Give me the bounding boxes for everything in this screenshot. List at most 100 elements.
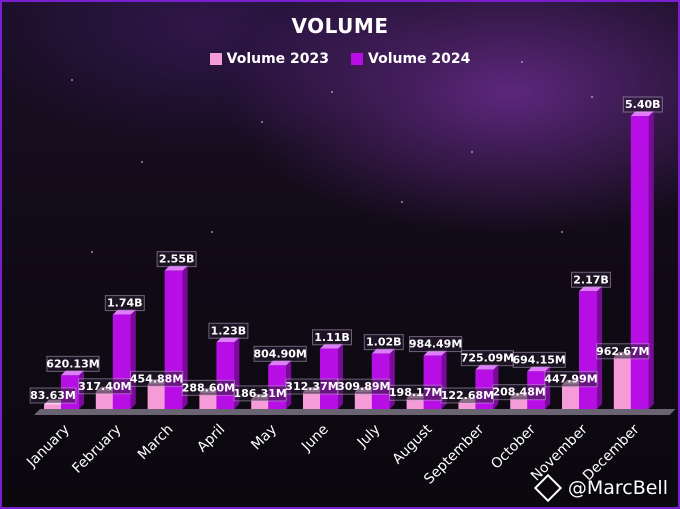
label-2024-december: 5.40B bbox=[622, 96, 663, 113]
bar-2023-may-face bbox=[251, 398, 270, 409]
background-star bbox=[591, 96, 593, 98]
label-2024-september-text: 725.09M bbox=[461, 352, 514, 365]
label-2024-december-box bbox=[622, 96, 663, 113]
bar-2024-august-top bbox=[423, 350, 447, 356]
bar-2024-june bbox=[320, 343, 343, 409]
background-star bbox=[91, 251, 93, 253]
background-star bbox=[211, 231, 213, 233]
label-2023-april-text: 288.60M bbox=[182, 381, 235, 394]
bar-2024-january-top bbox=[61, 370, 84, 376]
label-2024-april: 1.23B bbox=[208, 322, 249, 339]
legend: Volume 2023 Volume 2024 bbox=[2, 51, 678, 67]
bar-2024-march-side bbox=[182, 265, 188, 409]
label-2024-april-text: 1.23B bbox=[211, 324, 247, 337]
bar-2024-may-top bbox=[268, 360, 292, 366]
label-2024-july-box bbox=[363, 334, 404, 351]
label-2023-october-text: 208.48M bbox=[492, 386, 545, 399]
x-tick-label-august: August bbox=[389, 421, 435, 467]
label-2024-january-box bbox=[46, 355, 100, 372]
legend-label-2023: Volume 2023 bbox=[226, 51, 329, 67]
legend-item-2023: Volume 2023 bbox=[209, 51, 329, 67]
label-2023-january-box bbox=[29, 387, 77, 404]
bar-2024-june-top bbox=[320, 343, 343, 349]
label-2024-october: 694.15M bbox=[512, 351, 566, 368]
label-2024-november-box bbox=[571, 271, 611, 288]
label-2023-april: 288.60M bbox=[182, 379, 235, 396]
label-2023-december-text: 962.67M bbox=[596, 345, 649, 358]
label-2024-april-box bbox=[208, 322, 249, 339]
label-2024-november: 2.17B bbox=[571, 271, 611, 288]
label-2024-may-text: 804.90M bbox=[253, 347, 306, 360]
bar-2023-october-face bbox=[510, 397, 529, 409]
bar-2023-february-face bbox=[95, 391, 114, 409]
label-2024-june-text: 1.11B bbox=[314, 331, 350, 344]
bar-2024-february-side bbox=[130, 309, 136, 409]
bar-2023-april-face bbox=[199, 393, 218, 409]
bar-2024-march-top bbox=[164, 265, 188, 271]
label-2023-january-text: 83.63M bbox=[30, 389, 76, 402]
label-2023-november-text: 447.99M bbox=[544, 373, 597, 386]
label-2024-may: 804.90M bbox=[253, 345, 307, 362]
x-tick-label-june: June bbox=[298, 422, 332, 456]
bar-2024-march-face bbox=[164, 270, 183, 409]
watermark-text: @MarcBell bbox=[567, 477, 668, 499]
x-tick-label-december: December bbox=[580, 421, 643, 484]
label-2023-september: 122.68M bbox=[441, 387, 494, 404]
bar-2024-september-top bbox=[475, 364, 499, 370]
label-2024-may-box bbox=[253, 345, 307, 362]
legend-label-2024: Volume 2024 bbox=[368, 51, 471, 67]
bar-2024-november-top bbox=[579, 286, 602, 292]
label-2024-june-box bbox=[312, 329, 352, 346]
bar-2023-march-face bbox=[147, 384, 166, 409]
label-2023-october-box bbox=[492, 384, 546, 401]
x-tick-label-february: February bbox=[69, 422, 124, 477]
label-2024-december-text: 5.40B bbox=[625, 98, 661, 111]
background-star bbox=[71, 79, 73, 81]
brand-diamond-icon bbox=[533, 473, 562, 503]
label-2024-august-box bbox=[409, 336, 463, 353]
label-2024-august-text: 984.49M bbox=[409, 338, 462, 351]
x-tick-label-may: May bbox=[248, 422, 280, 454]
label-2024-march-text: 2.55B bbox=[159, 253, 195, 266]
label-2023-june: 312.37M bbox=[285, 378, 339, 395]
x-tick-label-march: March bbox=[135, 422, 176, 463]
label-2024-march: 2.55B bbox=[156, 251, 197, 268]
bar-2024-april-face bbox=[216, 342, 235, 409]
legend-item-2024: Volume 2024 bbox=[351, 51, 470, 67]
label-2023-august: 198.17M bbox=[389, 384, 442, 401]
watermark: @MarcBell bbox=[533, 473, 668, 503]
label-2024-february-box bbox=[104, 295, 145, 312]
bar-2024-june-side bbox=[338, 343, 343, 409]
bar-2024-february-face bbox=[112, 314, 131, 409]
x-tick-label-january: January bbox=[23, 422, 73, 472]
bar-2023-june-face bbox=[303, 392, 321, 409]
label-2023-march-text: 454.88M bbox=[130, 372, 183, 385]
label-2023-march: 454.88M bbox=[130, 370, 183, 387]
background-star bbox=[471, 151, 473, 153]
x-tick-label-april: April bbox=[194, 422, 228, 456]
label-2023-december-box bbox=[596, 343, 650, 360]
background-star bbox=[401, 201, 403, 203]
bar-2023-january-face bbox=[44, 404, 62, 409]
legend-swatch-2023 bbox=[209, 53, 222, 65]
bar-2024-april-top bbox=[216, 337, 240, 343]
label-2023-july: 309.89M bbox=[337, 378, 391, 395]
bar-2024-december bbox=[630, 111, 654, 409]
bar-2024-december-side bbox=[648, 111, 654, 409]
chart-floor bbox=[34, 409, 676, 415]
bar-2024-february-top bbox=[112, 309, 136, 315]
label-2023-september-text: 122.68M bbox=[441, 389, 494, 402]
chart-title: VOLUME bbox=[291, 14, 389, 38]
background-star bbox=[331, 91, 333, 93]
label-2023-july-text: 309.89M bbox=[337, 380, 390, 393]
label-2023-may: 186.31M bbox=[233, 385, 287, 402]
label-2024-february-text: 1.74B bbox=[107, 297, 143, 310]
label-2024-june: 1.11B bbox=[312, 329, 352, 346]
bar-2024-november-face bbox=[579, 291, 597, 409]
label-2023-november: 447.99M bbox=[544, 371, 598, 388]
bar-2024-december-top bbox=[630, 111, 654, 116]
bar-2024-august-face bbox=[423, 355, 442, 409]
bar-2023-november-face bbox=[562, 384, 580, 409]
